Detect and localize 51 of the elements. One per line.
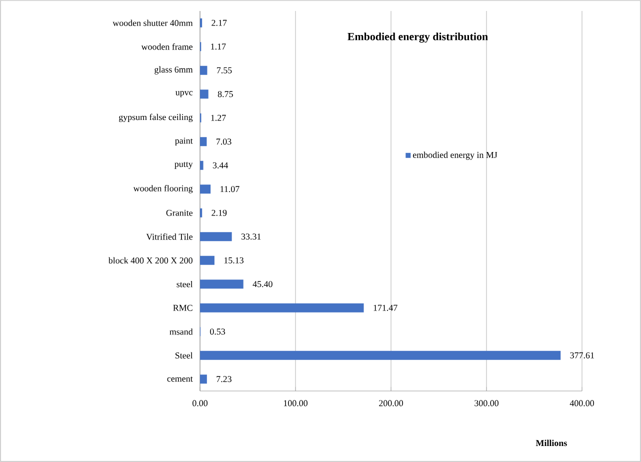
x-tick-label: 100.00 (284, 400, 308, 406)
y-tick-label: msand (170, 328, 193, 335)
bar (200, 184, 211, 194)
x-axis-title: Millions (536, 440, 567, 446)
x-tick-label: 300.00 (474, 400, 498, 406)
data-label: 8.75 (218, 91, 233, 98)
x-tick-label: 400.00 (570, 400, 594, 406)
data-label: 0.53 (210, 328, 226, 335)
y-tick-label: Vitrified Tile (146, 233, 193, 240)
data-label: 2.19 (212, 210, 227, 216)
bar (200, 280, 244, 289)
y-tick-label: steel (176, 280, 193, 288)
bar (200, 232, 232, 242)
data-label: 15.13 (224, 257, 244, 264)
y-tick-label: RMC (173, 304, 192, 311)
data-label: 7.55 (217, 67, 232, 74)
data-label: 3.44 (212, 162, 228, 168)
bar (200, 303, 364, 312)
bar (200, 350, 561, 360)
y-tick-label: wooden frame (141, 43, 193, 50)
legend-label: embodied energy in MJ (412, 152, 498, 160)
x-tick-label: 0.00 (192, 400, 208, 406)
bar (200, 90, 208, 99)
data-label: 2.17 (212, 20, 227, 26)
y-tick-label: gypsum false ceiling (119, 114, 193, 122)
bar (200, 374, 207, 384)
data-label: 171.47 (374, 304, 398, 311)
data-label: 33.31 (241, 234, 261, 240)
data-label: 11.07 (220, 186, 240, 192)
y-tick-label: glass 6mm (154, 66, 193, 74)
text: Embodied energy distribution (348, 32, 488, 43)
y-tick-label: Steel (175, 352, 193, 359)
bar (200, 137, 207, 146)
data-label: 1.27 (211, 114, 226, 121)
y-tick-label: wooden flooring (133, 184, 193, 194)
bar (200, 256, 214, 265)
data-label: 45.40 (252, 281, 272, 288)
y-tick-label: Granite (166, 210, 193, 216)
y-tick-label: putty (174, 162, 193, 169)
y-tick-label: upvc (176, 91, 193, 98)
data-label: 7.03 (216, 138, 232, 145)
data-label: 377.61 (570, 352, 594, 358)
data-label: 1.17 (211, 44, 226, 50)
bar (200, 160, 204, 170)
y-tick-label: block 400 X 200 X 200 (108, 257, 192, 264)
x-tick-label: 200.00 (379, 400, 403, 406)
y-tick-label: cement (167, 376, 193, 382)
bar (200, 66, 208, 75)
y-tick-label: wooden shutter 40mm (112, 20, 193, 26)
y-tick-label: paint (175, 138, 193, 146)
data-label: 7.23 (216, 376, 232, 382)
